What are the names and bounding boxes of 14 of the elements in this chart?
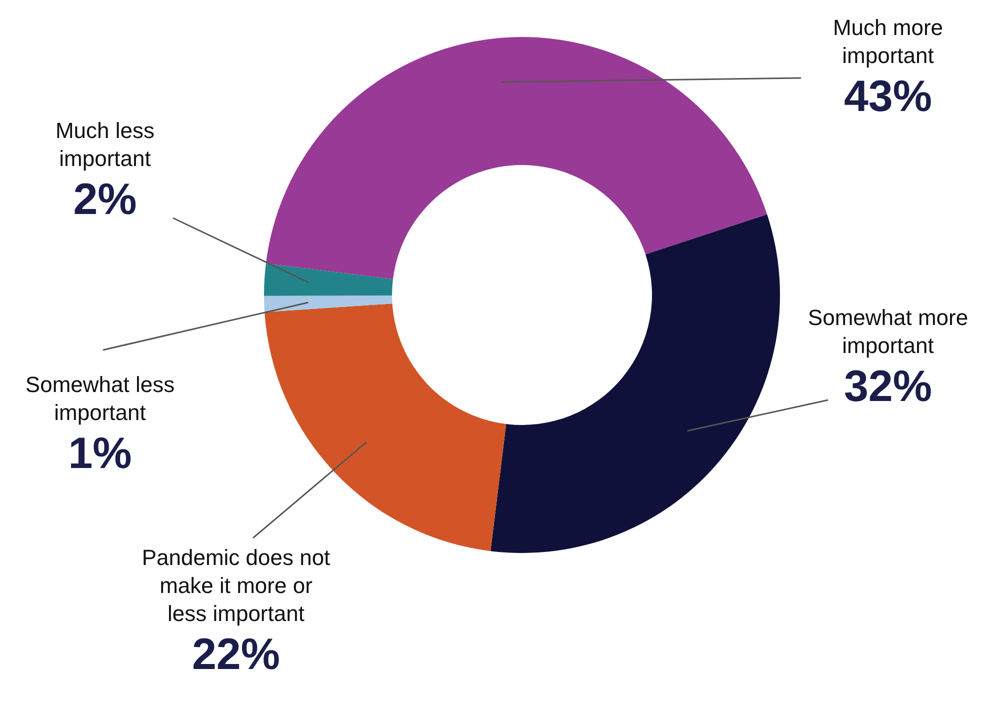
data-label: 22% [192, 630, 280, 679]
slice-label: Pandemic does not make it more or less important [142, 545, 330, 626]
slice-label: Somewhat less important [25, 372, 175, 425]
donut-slice [264, 264, 393, 296]
data-label: 32% [844, 362, 932, 411]
donut-slice [264, 295, 392, 312]
slice-label: Somewhat more important [808, 305, 968, 358]
data-label: 2% [73, 175, 137, 224]
donut-slice [266, 37, 768, 280]
data-label: 1% [68, 429, 132, 478]
data-label: 43% [844, 72, 932, 121]
slice-label: Much less important [55, 118, 155, 171]
donut-slice [490, 214, 780, 553]
slice-label: Much more important [832, 15, 944, 68]
